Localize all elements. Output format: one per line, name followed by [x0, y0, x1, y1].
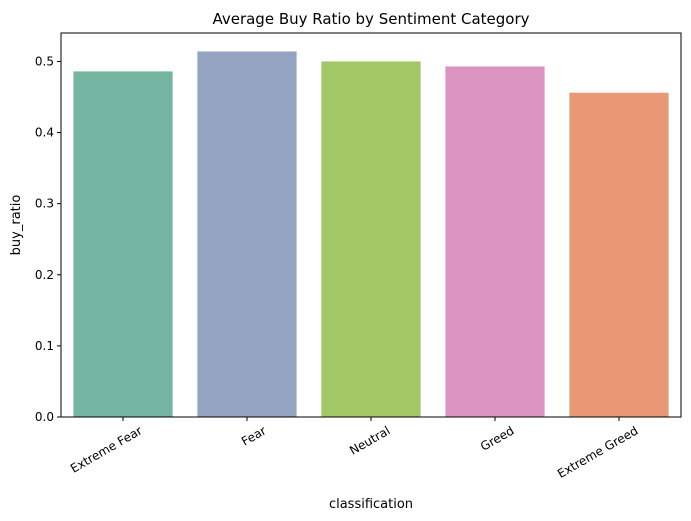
bar-extreme-fear	[73, 71, 173, 418]
x-tick-label: Extreme Fear	[68, 423, 145, 475]
bar-greed	[445, 66, 545, 417]
x-axis-label: classification	[329, 497, 413, 512]
x-tick-label: Extreme Greed	[555, 423, 641, 480]
bar-neutral	[321, 61, 421, 417]
y-tick-label: 0.5	[35, 54, 54, 68]
y-axis-label: buy_ratio	[9, 195, 24, 256]
plot-frame	[60, 32, 682, 418]
y-tick-label: 0.0	[35, 410, 54, 424]
y-tick-label: 0.1	[35, 339, 54, 353]
bars-group	[73, 51, 669, 418]
y-tick-label: 0.2	[35, 268, 54, 282]
x-axis: Extreme Fear Fear Neutral Greed Extreme Gree…	[68, 417, 641, 481]
y-tick-label: 0.4	[35, 126, 54, 140]
x-tick-label: Greed	[478, 423, 516, 453]
bar-extreme-greed	[569, 92, 669, 417]
y-tick-label: 0.3	[35, 197, 54, 211]
x-tick-label: Fear	[239, 423, 269, 448]
x-tick-label: Neutral	[347, 423, 392, 457]
y-axis: 0.0 0.1 0.2 0.3 0.4 0.5	[35, 54, 61, 424]
chart-title: Average Buy Ratio by Sentiment Category	[212, 10, 529, 28]
bar-fear	[197, 51, 297, 417]
